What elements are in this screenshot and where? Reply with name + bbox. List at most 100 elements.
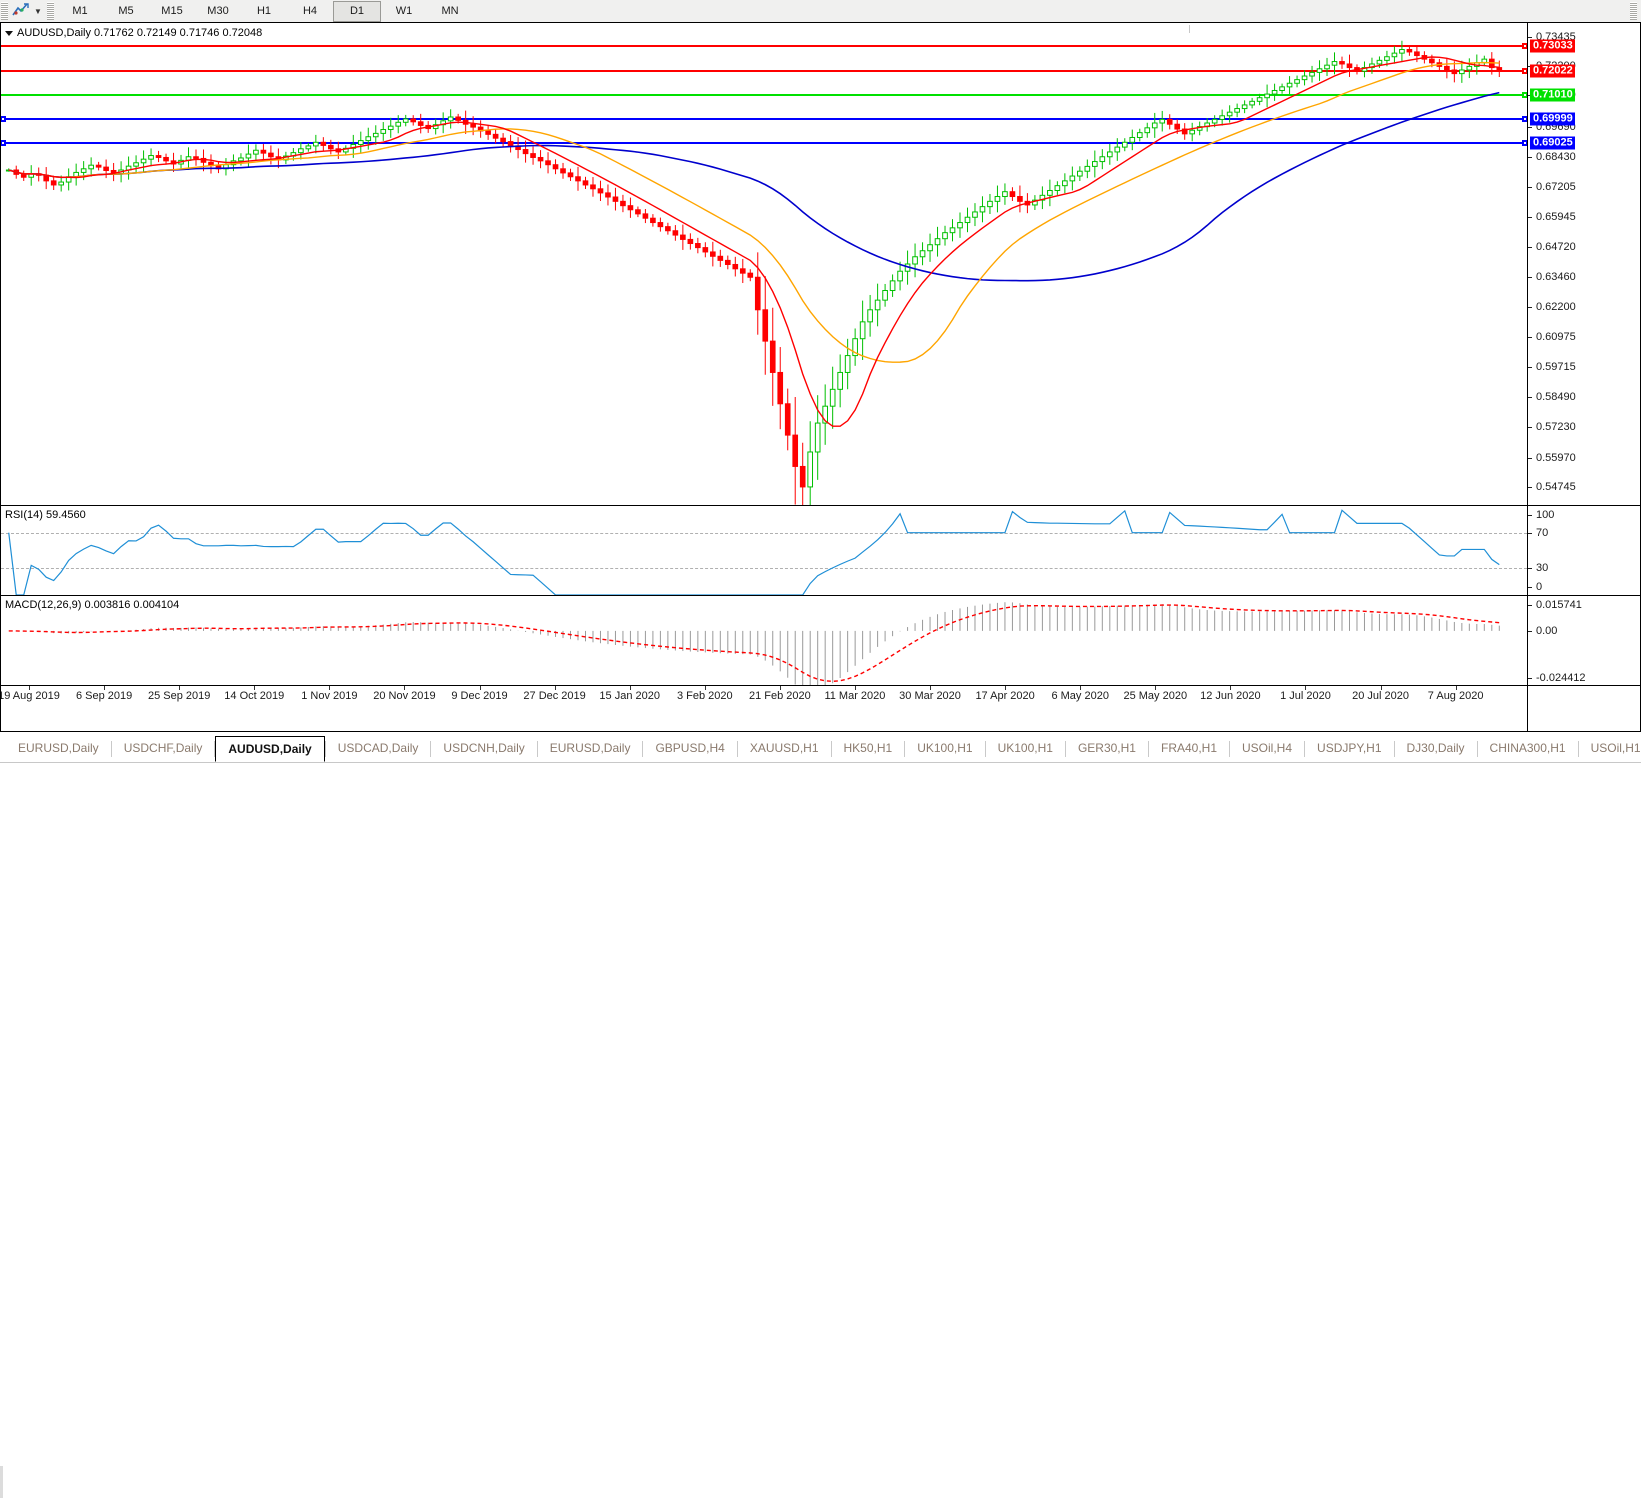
timeframe-h4[interactable]: H4 <box>302 5 318 17</box>
macd-tick: 0.015741 <box>1528 599 1582 611</box>
timeframe-m15[interactable]: M15 <box>161 5 183 17</box>
rsi-tick: 0 <box>1528 581 1542 593</box>
chart-title-bar: AUDUSD,Daily 0.71762 0.72149 0.71746 0.7… <box>5 27 262 39</box>
tab-separator <box>110 741 112 757</box>
time-tick-label: 20 Jul 2020 <box>1352 690 1409 702</box>
price-tick: 0.67205 <box>1528 181 1576 193</box>
chart-tab-ger30-h1[interactable]: GER30,H1 <box>1077 741 1136 755</box>
tab-separator <box>430 741 432 757</box>
level-handle[interactable] <box>1522 92 1527 99</box>
price-panel[interactable]: AUDUSD,Daily 0.71762 0.72149 0.71746 0.7… <box>1 23 1640 506</box>
price-tick: 0.65945 <box>1528 211 1576 223</box>
chart-tab-usdcad-daily[interactable]: USDCAD,Daily <box>337 741 419 755</box>
macd-panel[interactable]: MACD(12,26,9) 0.003816 0.004104 0.015741… <box>1 596 1640 686</box>
time-tick-label: 3 Feb 2020 <box>676 690 733 702</box>
chart-tab-hk50-h1[interactable]: HK50,H1 <box>843 741 893 755</box>
price-level-label[interactable]: 0.69999 <box>1530 112 1575 126</box>
chart-menu-caret-icon[interactable] <box>5 30 13 36</box>
chevron-down-icon[interactable]: ▼ <box>34 6 42 16</box>
time-tick-mark <box>930 686 932 690</box>
level-handle[interactable] <box>1 116 6 123</box>
time-tick-mark <box>1230 686 1232 690</box>
timeframe-m30[interactable]: M30 <box>207 5 229 17</box>
toolbar-overflow-handle[interactable] <box>1630 2 1637 20</box>
crosshair-marker <box>1189 25 1190 33</box>
price-level-label[interactable]: 0.72022 <box>1530 64 1575 78</box>
chart-tab-bar[interactable]: EURUSD,Daily USDCHF,Daily AUDUSD,Daily USDC… <box>0 732 1641 1498</box>
time-tick-mark <box>29 686 30 690</box>
tabbar-left-handle[interactable] <box>0 1466 3 1498</box>
time-tick-mark <box>104 686 106 690</box>
chart-tab-usdchf-daily[interactable]: USDCHF,Daily <box>123 741 203 755</box>
timeframe-d1[interactable]: D1 <box>333 0 381 22</box>
indicators-icon[interactable] <box>10 1 32 21</box>
rsi-plot-area[interactable] <box>1 506 1527 595</box>
price-tick: 0.60975 <box>1528 331 1576 343</box>
tab-separator <box>904 741 906 757</box>
level-handle[interactable] <box>1522 139 1527 146</box>
chart-tab-dj30-daily[interactable]: DJ30,Daily <box>1406 741 1465 755</box>
chart-tab-usdjpy-h1[interactable]: USDJPY,H1 <box>1317 741 1382 755</box>
timeframe-h1[interactable]: H1 <box>256 5 272 17</box>
tab-separator <box>1229 741 1231 757</box>
macd-plot-area[interactable] <box>1 596 1527 685</box>
tab-separator <box>324 741 326 757</box>
price-plot-area[interactable] <box>1 23 1527 505</box>
chart-tab-xauusd-h1[interactable]: XAUUSD,H1 <box>749 741 819 755</box>
tab-separator <box>830 741 832 757</box>
chart-tab-china300-h1[interactable]: CHINA300,H1 <box>1489 741 1566 755</box>
time-tick-mark <box>1455 686 1457 690</box>
price-level-line-resistance[interactable] <box>1 43 1527 50</box>
time-tick-label: 20 Nov 2019 <box>373 690 436 702</box>
price-level-line-support[interactable] <box>1 116 1527 123</box>
timeframe-w1[interactable]: W1 <box>395 5 413 17</box>
price-level-label[interactable]: 0.73033 <box>1530 39 1575 53</box>
time-tick-mark <box>1380 686 1382 690</box>
price-level-line-support[interactable] <box>1 139 1527 146</box>
macd-tick: 0.00 <box>1528 625 1557 637</box>
price-level-label[interactable]: 0.71010 <box>1530 88 1575 102</box>
toolbar-drag-handle[interactable] <box>1 2 8 20</box>
chart-tab-audusd-daily[interactable]: AUDUSD,Daily <box>215 736 325 762</box>
chart-tab-fra40-h1[interactable]: FRA40,H1 <box>1160 741 1218 755</box>
time-tick-mark <box>179 686 181 690</box>
timeframe-m5[interactable]: M5 <box>118 5 134 17</box>
chart-tab-usoil-h1[interactable]: USOil,H1 <box>1590 741 1641 755</box>
level-handle[interactable] <box>1522 116 1527 123</box>
chart-tab-usoil-h4[interactable]: USOil,H4 <box>1242 741 1293 755</box>
time-tick-label: 30 Mar 2020 <box>899 690 961 702</box>
chart-window[interactable]: AUDUSD,Daily 0.71762 0.72149 0.71746 0.7… <box>0 22 1641 732</box>
rsi-tick: 70 <box>1528 527 1548 539</box>
chart-tab-uk100-h1[interactable]: UK100,H1 <box>917 741 973 755</box>
price-level-line-pivot[interactable] <box>1 92 1527 99</box>
tab-separator <box>642 741 644 757</box>
time-tick-mark <box>779 686 781 690</box>
rsi-label: RSI(14) 59.4560 <box>5 509 86 521</box>
rsi-panel[interactable]: RSI(14) 59.4560 100 70 30 0 <box>1 506 1640 596</box>
price-axis[interactable]: 0.734350.722000.710100.696900.684300.672… <box>1527 23 1640 505</box>
time-tick-label: 1 Nov 2019 <box>301 690 358 702</box>
chart-tab-uk100-h1[interactable]: UK100,H1 <box>997 741 1053 755</box>
timeframe-mn[interactable]: MN <box>441 5 459 17</box>
level-handle[interactable] <box>1522 67 1527 74</box>
level-handle[interactable] <box>1522 43 1527 50</box>
chart-tab-eurusd-daily[interactable]: EURUSD,Daily <box>549 741 631 755</box>
price-level-label[interactable]: 0.69025 <box>1530 136 1575 150</box>
price-level-line-resistance[interactable] <box>1 67 1527 74</box>
rsi-tick: 30 <box>1528 562 1548 574</box>
macd-tick: -0.024412 <box>1528 672 1586 684</box>
timeframe-m1[interactable]: M1 <box>72 5 88 17</box>
time-tick-label: 1 Jul 2020 <box>1280 690 1331 702</box>
time-tick-label: 14 Oct 2019 <box>224 690 285 702</box>
macd-axis: 0.015741 0.00 -0.024412 <box>1527 596 1640 685</box>
time-tick-label: 27 Dec 2019 <box>523 690 586 702</box>
time-axis[interactable]: 19 Aug 2019 6 Sep 2019 25 Sep 2019 14 Oct 2… <box>1 686 1640 731</box>
price-tick: 0.54745 <box>1528 481 1576 493</box>
chart-tab-eurusd-daily[interactable]: EURUSD,Daily <box>18 741 99 755</box>
chart-tab-gbpusd-h4[interactable]: GBPUSD,H4 <box>655 741 725 755</box>
level-handle[interactable] <box>1 139 6 146</box>
time-tick-mark <box>704 686 706 690</box>
price-tick: 0.55970 <box>1528 452 1576 464</box>
chart-tab-usdcnh-daily[interactable]: USDCNH,Daily <box>443 741 525 755</box>
macd-label: MACD(12,26,9) 0.003816 0.004104 <box>5 599 180 611</box>
